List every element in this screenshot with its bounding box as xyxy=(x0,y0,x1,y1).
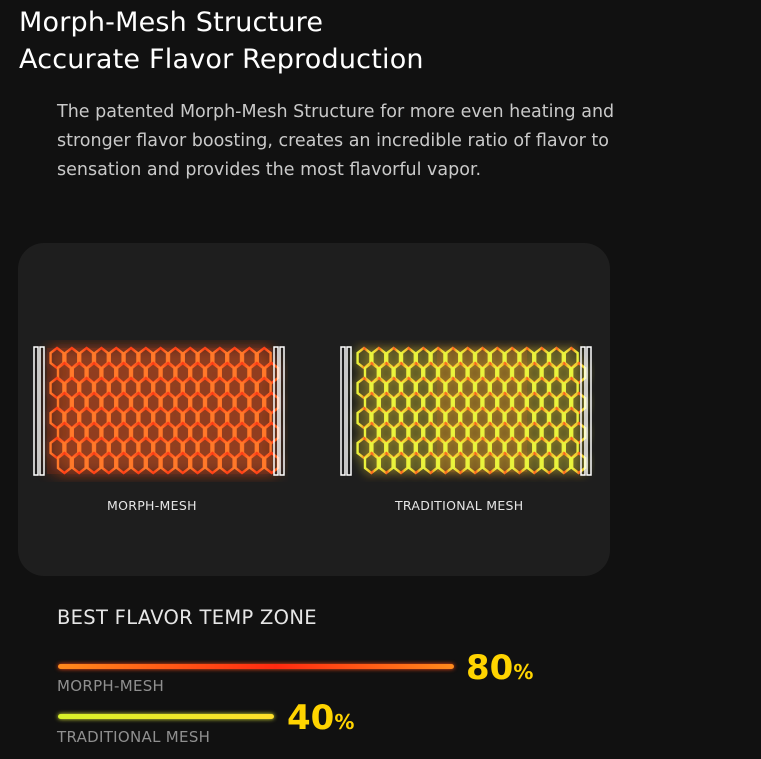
morph-mesh-percent-value: 80 xyxy=(466,648,514,688)
description-text: The patented Morph-Mesh Structure for mo… xyxy=(57,102,615,180)
mesh-cell xyxy=(116,451,132,475)
mesh-cell xyxy=(437,451,453,475)
mesh-cell xyxy=(541,451,557,475)
mesh-cell xyxy=(175,451,191,475)
traditional-mesh-percent: 40% xyxy=(287,698,354,738)
mesh-cell xyxy=(56,451,72,475)
morph-mesh-bar xyxy=(58,664,454,669)
morph-mesh-percent: 80% xyxy=(466,648,533,688)
mesh-cell xyxy=(71,451,87,475)
mesh-cell xyxy=(556,451,572,475)
morph-mesh-percent-unit: % xyxy=(513,660,534,684)
mesh-cell xyxy=(408,451,424,475)
mesh-cell xyxy=(101,451,117,475)
mesh-cell xyxy=(130,451,146,475)
mesh-cell xyxy=(204,451,220,475)
mesh-cell xyxy=(234,451,250,475)
traditional-mesh-percent-value: 40 xyxy=(287,698,335,738)
title-line-1: Morph-Mesh Structure xyxy=(19,7,324,38)
mesh-cell xyxy=(145,451,161,475)
temp-zone-title: BEST FLAVOR TEMP ZONE xyxy=(57,606,317,629)
mesh-cell xyxy=(219,451,235,475)
traditional-mesh-bar-label: TRADITIONAL MESH xyxy=(57,728,211,746)
morph-mesh-label: MORPH-MESH xyxy=(107,498,197,513)
mesh-cell xyxy=(378,451,394,475)
page-title: Morph-Mesh Structure Accurate Flavor Rep… xyxy=(19,4,424,78)
title-line-2: Accurate Flavor Reproduction xyxy=(19,44,424,75)
mesh-cell xyxy=(482,451,498,475)
mesh-cell xyxy=(423,451,439,475)
mesh-cell xyxy=(190,451,206,475)
morph-mesh-illustration xyxy=(33,346,285,476)
mesh-cell xyxy=(571,451,587,475)
traditional-mesh-percent-unit: % xyxy=(334,710,355,734)
mesh-cell xyxy=(511,451,527,475)
mesh-cell xyxy=(497,451,513,475)
traditional-mesh-label: TRADITIONAL MESH xyxy=(395,498,524,513)
traditional-mesh-bar xyxy=(58,714,274,719)
mesh-cell xyxy=(526,451,542,475)
traditional-mesh-illustration xyxy=(340,346,592,476)
mesh-cell xyxy=(363,451,379,475)
mesh-cell xyxy=(86,451,102,475)
mesh-cell xyxy=(160,451,176,475)
mesh-cell xyxy=(452,451,468,475)
mesh-cell xyxy=(467,451,483,475)
mesh-cell xyxy=(249,451,265,475)
morph-mesh-bar-label: MORPH-MESH xyxy=(57,677,165,695)
mesh-cell xyxy=(393,451,409,475)
